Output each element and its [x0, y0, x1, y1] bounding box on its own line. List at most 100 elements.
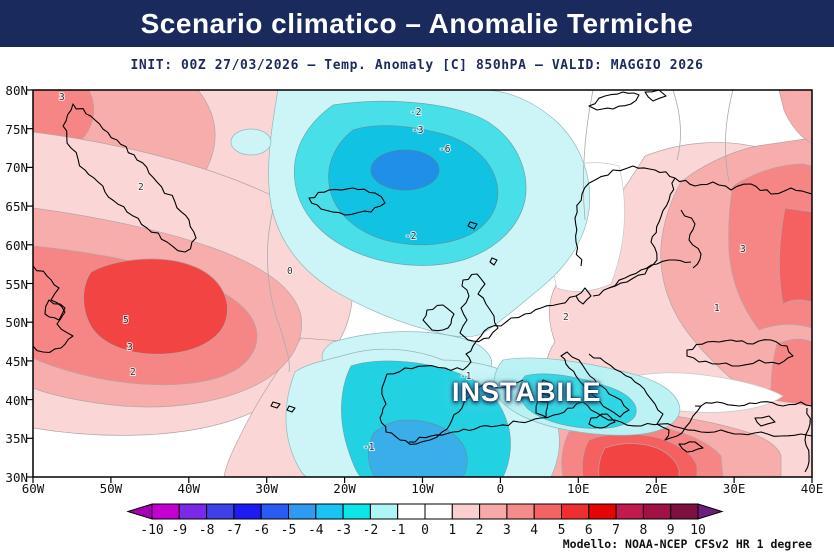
contour-label: 2	[563, 312, 569, 323]
colorbar-tick-label: 1	[448, 523, 456, 538]
colorbar-cell	[151, 503, 180, 520]
sweden-baltic-coast-outline	[592, 177, 676, 297]
instabile-annotation: INSTABILE	[452, 377, 602, 407]
colorbar-tick-label: 5	[558, 523, 566, 538]
colorbar-cell	[315, 503, 344, 520]
colorbar-cell	[533, 503, 563, 520]
zero-contour-lines	[267, 90, 734, 373]
lat-label: 80N	[5, 83, 28, 98]
contour-label: 2	[130, 367, 136, 378]
colorbar-cell	[506, 503, 535, 520]
lon-label: 0	[496, 481, 505, 496]
lon-label: 20E	[644, 481, 668, 496]
lat-label: 30N	[5, 470, 28, 485]
colorbar-tick-label: -6	[253, 523, 269, 538]
anomaly-fill-natlantic-core	[370, 149, 440, 191]
anomaly-fill-africa-core	[598, 443, 680, 477]
colorbar-cell	[288, 503, 317, 520]
colorbar-tick-label: -8	[199, 523, 215, 538]
colorbar-tick-label: 9	[667, 523, 675, 538]
colorbar-cell	[670, 503, 699, 520]
black-sea-coast-outline	[686, 339, 794, 367]
colorbar-tick-label: 4	[530, 523, 538, 538]
lon-label: 40E	[800, 481, 824, 496]
colorbar-tick-label: 3	[503, 523, 511, 538]
colorbar-cell	[561, 503, 590, 520]
title-bar: Scenario climatico – Anomalie Termiche	[0, 0, 834, 47]
lat-label: 40N	[5, 392, 28, 408]
lon-label: 10W	[411, 481, 434, 496]
colorbar-cell	[642, 503, 672, 520]
corsica-coast-outline	[540, 379, 552, 397]
colorbar-left-arrow	[126, 503, 153, 520]
contour-label: 0	[287, 266, 293, 277]
cyprus-coast-outline	[754, 415, 776, 427]
white-sea-coast-outline	[680, 209, 702, 269]
colorbar-tick-label: -4	[308, 523, 324, 538]
azores-islands-outline	[270, 401, 281, 409]
iberia-coast-outline	[379, 365, 524, 445]
lat-label: 75N	[5, 121, 28, 137]
contour-label: 1	[714, 303, 720, 314]
colorbar-tick-label: 8	[639, 523, 647, 538]
colorbar-tick-label: 2	[476, 523, 484, 538]
colorbar-cell	[479, 503, 508, 520]
colorbar: -10 -9 -8 -7 -6 -5 -4 -3 -2 -1 0 1 2 3 4 5 6 7 8 9 10	[126, 503, 724, 538]
page-title: Scenario climatico – Anomalie Termiche	[140, 7, 694, 39]
colorbar-tick-label: -7	[226, 523, 242, 538]
shetland-islands-outline	[489, 257, 498, 266]
north-africa-coast-outline	[408, 401, 812, 443]
colorbar-tick-label: 10	[690, 523, 706, 538]
labrador-coast-outline	[33, 265, 74, 354]
colorbar-cell	[615, 503, 644, 520]
run-info-subtitle: INIT: 00Z 27/03/2026 – Temp. Anomaly [C]…	[130, 58, 704, 73]
contour-label: 3	[127, 342, 133, 353]
colorbar-cell	[369, 503, 399, 520]
colorbar-tick-label: -3	[335, 523, 351, 538]
contour-label: 5	[123, 315, 129, 326]
contour-label: 3	[59, 92, 65, 103]
greece-coast-outline	[654, 403, 702, 441]
contour-label: -2	[410, 107, 421, 118]
lat-label: 50N	[5, 315, 28, 331]
colorbar-cell	[424, 503, 453, 520]
italy-coast-outline	[560, 351, 630, 418]
contour-label: 3	[740, 244, 746, 255]
contour-label: -3	[412, 125, 423, 136]
colorbar-tick-label: -1	[390, 523, 406, 538]
colorbar-cell	[233, 503, 262, 520]
anomaly-fill-watlantic-core	[83, 258, 228, 355]
norway-coast-outline	[574, 165, 676, 267]
axis-ticks	[26, 89, 813, 483]
iceland-coast-outline	[308, 187, 386, 216]
lon-label: 40W	[177, 481, 201, 496]
denmark-coast-outline	[575, 287, 592, 305]
lon-label: 50W	[99, 481, 123, 496]
colorbar-cell	[588, 503, 617, 520]
contour-label: -1	[460, 371, 472, 382]
colorbar-cell	[397, 503, 426, 520]
colorbar-tick-label: -9	[171, 523, 187, 538]
model-credit: Modello: NOAA-NCEP CFSv2 HR 1 degree	[562, 537, 812, 551]
ireland-coast-outline	[422, 304, 455, 332]
contour-label: -1	[363, 442, 375, 453]
colorbar-tick-label: -2	[363, 523, 379, 538]
britain-coast-outline	[459, 273, 499, 343]
adriatic-coast-outline	[588, 353, 656, 405]
lon-label: 10E	[567, 481, 590, 496]
contour-labels: 3 2 5 3 2 0 -2 -3 -6 -2 -1 -1 2 1 3	[58, 91, 747, 454]
faroe-islands-outline	[467, 221, 478, 230]
anomaly-fill-cyan-spot	[230, 128, 272, 156]
lat-label: 45N	[5, 353, 28, 369]
crete-coast-outline	[678, 441, 704, 453]
anomaly-map-canvas: 3 2 5 3 2 0 -2 -3 -6 -2 -1 -1 2 1 3	[26, 89, 813, 483]
colorbar-tick-label: -5	[281, 523, 297, 538]
colorbar-tick-label: 6	[585, 523, 593, 538]
lon-label: 30W	[255, 481, 278, 496]
azores-islands-2-outline	[286, 405, 296, 413]
lat-label: 70N	[5, 160, 28, 176]
gulf-finland-coast-outline	[608, 259, 692, 289]
lat-label: 55N	[5, 276, 28, 292]
colorbar-right-arrow	[697, 503, 724, 520]
